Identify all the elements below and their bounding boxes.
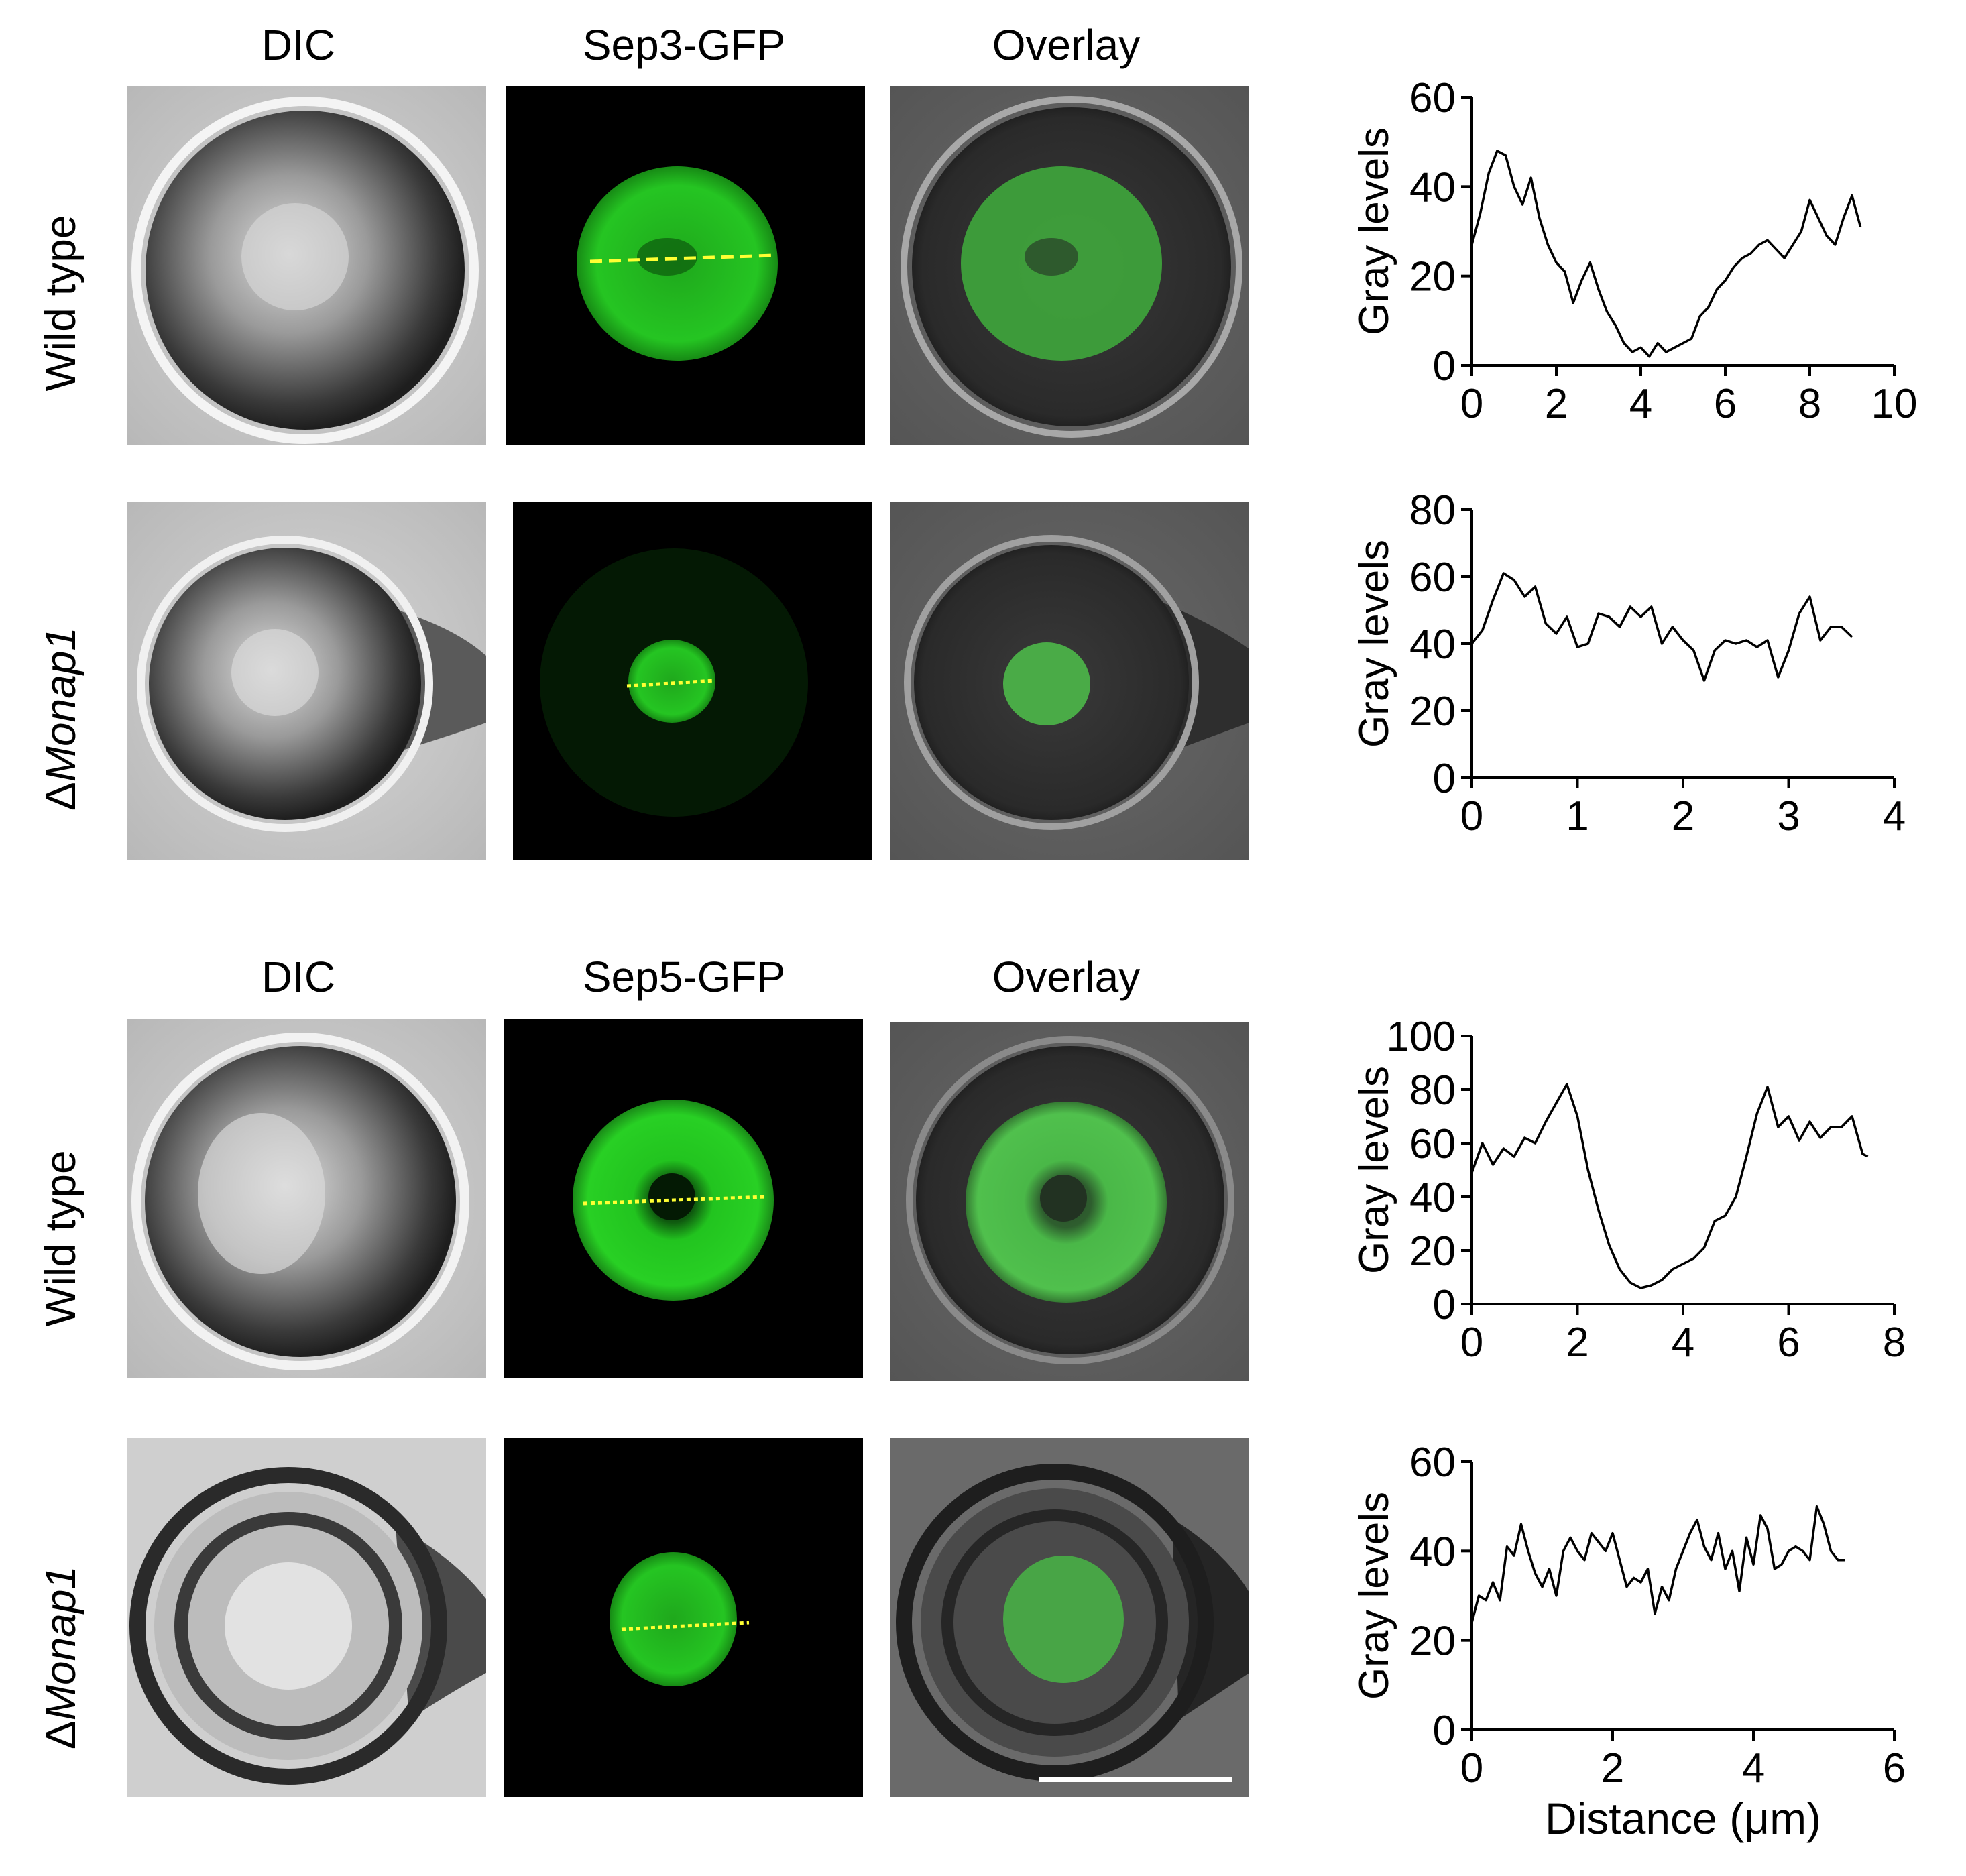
profile-line [1470, 572, 1853, 682]
y-tick-label: 100 [1387, 1014, 1456, 1060]
plot-group: 0 20 40 60 0 2 4 6 8 10 Gray levels [1351, 75, 1917, 427]
dic-image-wildtype-sep5 [127, 1019, 486, 1378]
y-tick-label: 20 [1409, 254, 1456, 300]
row-label-monap1-2: ΔMonap1 [36, 1565, 84, 1750]
dic-image-monap1-sep5 [127, 1438, 486, 1797]
column-header-sep3-gfp: Sep3-GFP [582, 21, 786, 69]
row-label-wild-type-1: Wild type [36, 215, 84, 392]
x-tick-label: 0 [1460, 381, 1483, 427]
row-label-wild-type-2: Wild type [36, 1150, 84, 1327]
x-tick-label: 2 [1545, 381, 1568, 427]
y-tick-label: 40 [1409, 1175, 1456, 1221]
x-tick-label: 4 [1629, 381, 1652, 427]
overlay-image-wildtype-sep3 [890, 86, 1249, 445]
x-tick-label: 0 [1460, 1745, 1483, 1792]
y-tick-label: 40 [1409, 164, 1456, 211]
x-tick-label: 4 [1883, 793, 1906, 839]
y-tick-label: 40 [1409, 1529, 1456, 1575]
gfp-image-monap1-sep5 [504, 1438, 863, 1797]
y-axis-label: Gray levels [1351, 127, 1397, 335]
x-tick-label: 4 [1672, 1320, 1694, 1366]
overlay-image-monap1-sep5 [890, 1438, 1249, 1797]
dic-image-wildtype-sep3 [127, 86, 486, 445]
x-tick-label: 8 [1883, 1320, 1906, 1366]
x-axis-label: Distance (μm) [1545, 1794, 1821, 1843]
row-label-monap1-1: ΔMonap1 [36, 626, 84, 811]
x-tick-label: 2 [1672, 793, 1694, 839]
y-tick-label: 20 [1409, 689, 1456, 735]
scale-bar [1039, 1777, 1232, 1782]
x-tick-label: 6 [1777, 1320, 1800, 1366]
x-tick-label: 0 [1460, 1320, 1483, 1366]
column-header-dic: DIC [261, 21, 336, 69]
y-tick-label: 60 [1409, 1121, 1456, 1167]
x-tick-label: 2 [1566, 1320, 1588, 1366]
y-axis-label: Gray levels [1351, 1492, 1397, 1700]
y-tick-label: 80 [1409, 1067, 1456, 1114]
y-tick-label: 0 [1433, 1282, 1456, 1328]
plot-group: 0 20 40 60 0 2 4 6 Gray levels Distance (μm) [1351, 1440, 1906, 1843]
x-tick-label: 6 [1883, 1745, 1906, 1792]
x-tick-label: 3 [1777, 793, 1800, 839]
column-header-dic-2: DIC [261, 953, 336, 1001]
y-tick-label: 20 [1409, 1228, 1456, 1275]
column-header-overlay-2: Overlay [992, 953, 1141, 1001]
y-tick-label: 0 [1433, 756, 1456, 802]
profile-line [1470, 150, 1862, 358]
y-tick-label: 0 [1433, 343, 1456, 390]
column-header-overlay: Overlay [992, 21, 1141, 69]
x-tick-label: 8 [1798, 381, 1821, 427]
overlay-image-wildtype-sep5 [890, 1022, 1249, 1381]
y-axis-label: Gray levels [1351, 1066, 1397, 1274]
overlay-image-monap1-sep3 [890, 502, 1249, 860]
y-tick-label: 40 [1409, 622, 1456, 668]
profile-line [1470, 1083, 1869, 1289]
profile-plot-4: 0 20 40 60 0 2 4 6 Gray levels Distance (μm) [1351, 1440, 1906, 1843]
x-tick-label: 6 [1714, 381, 1737, 427]
dic-image-monap1-sep3 [127, 502, 486, 860]
x-tick-label: 4 [1742, 1745, 1765, 1792]
gfp-image-monap1-sep3 [513, 502, 872, 860]
y-tick-label: 0 [1433, 1708, 1456, 1754]
x-tick-label: 10 [1871, 381, 1918, 427]
x-tick-label: 0 [1460, 793, 1483, 839]
profile-plot-2: 0 20 40 60 80 0 1 2 3 4 Gray levels [1351, 487, 1906, 839]
y-tick-label: 60 [1409, 1440, 1456, 1486]
profile-plot-1: 0 20 40 60 0 2 4 6 8 10 Gray levels [1351, 75, 1917, 427]
y-axis-label: Gray levels [1351, 540, 1397, 748]
y-tick-label: 20 [1409, 1619, 1456, 1665]
y-tick-label: 80 [1409, 487, 1456, 534]
plot-group: 0 20 40 60 80 0 1 2 3 4 Gray levels [1351, 487, 1906, 839]
y-tick-label: 60 [1409, 554, 1456, 601]
column-header-sep5-gfp: Sep5-GFP [582, 953, 786, 1001]
x-tick-label: 2 [1601, 1745, 1624, 1792]
profile-line [1470, 1505, 1845, 1623]
gfp-image-wildtype-sep3 [506, 86, 865, 445]
gfp-image-wildtype-sep5 [504, 1019, 863, 1378]
x-tick-label: 1 [1566, 793, 1588, 839]
y-tick-label: 60 [1409, 75, 1456, 121]
